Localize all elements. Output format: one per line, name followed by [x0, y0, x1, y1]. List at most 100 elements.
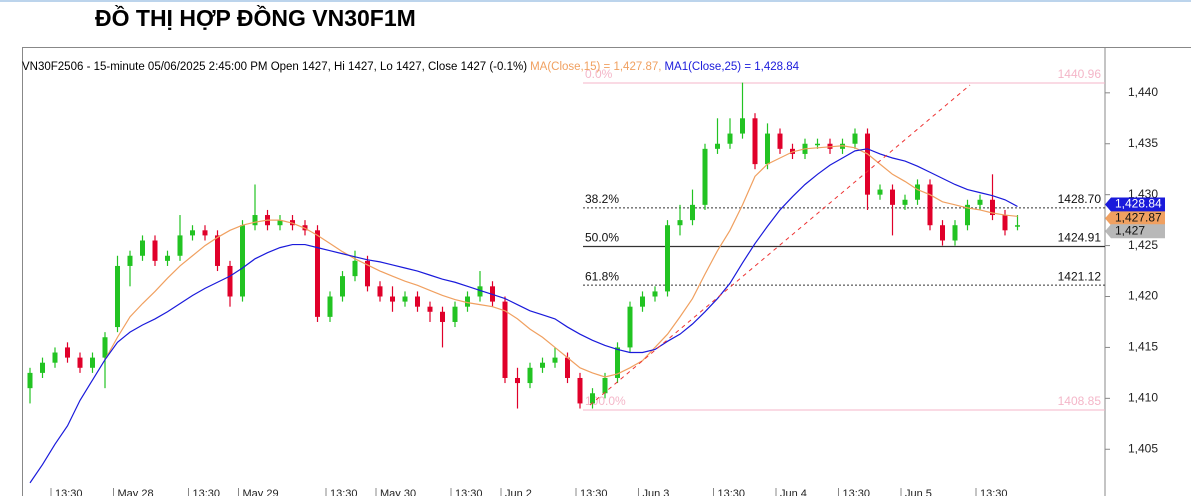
y-tick-label: 1,415 [1128, 340, 1158, 354]
y-tick-label: 1,430 [1128, 187, 1158, 201]
candle-body [415, 296, 420, 307]
header-part: MA1(Close,25) = 1,428.84 [664, 61, 799, 73]
y-tick-label: 1,440 [1128, 85, 1158, 99]
candle-body [765, 133, 770, 165]
candle-body [527, 367, 533, 384]
fib-value: 1428.70 [1058, 192, 1102, 206]
candle-body [315, 230, 320, 317]
candle-body [52, 352, 58, 363]
candle-body [402, 296, 408, 302]
candle-body [590, 393, 595, 404]
y-tick-label: 1,425 [1128, 238, 1158, 252]
candle-body [740, 118, 745, 134]
candle-body [652, 291, 658, 297]
x-tick-label: May 30 [380, 488, 416, 496]
price-badge-label: 1,427 [1115, 223, 1145, 237]
fib-label: 50.0% [585, 231, 619, 245]
fib-value: 1421.12 [1058, 269, 1102, 283]
price-badge [1105, 224, 1165, 239]
candle-body [727, 133, 733, 144]
candle-body [1015, 225, 1020, 227]
candle-body [777, 133, 783, 149]
candle-body [240, 225, 245, 297]
x-tick-label: 13:30 [718, 488, 746, 496]
candle-body [227, 265, 233, 297]
chart-title: ĐỒ THỊ HỢP ĐỒNG VN30F1M [95, 4, 416, 31]
x-tick-label: 13:30 [455, 488, 483, 496]
candle-body [102, 337, 108, 358]
candle-body [1002, 215, 1008, 231]
ma-line [29, 148, 1018, 484]
fib-value: 1408.85 [1058, 394, 1102, 408]
candle-body [702, 148, 708, 205]
x-tick-label: 13:30 [580, 488, 608, 496]
candle-body [602, 377, 608, 394]
top-border [0, 0, 1191, 2]
candle-body [352, 260, 358, 277]
candle-body [390, 296, 395, 302]
candle-body [877, 189, 883, 195]
y-tick-label: 1,435 [1128, 136, 1158, 150]
price-badge-label: 1,427.87 [1115, 211, 1162, 225]
header-part: MA(Close,15) = 1,427.87, [530, 61, 661, 73]
fib-label: 100.0% [585, 394, 626, 408]
candle-body [540, 362, 545, 368]
candle-body [502, 301, 508, 378]
candle-body [327, 296, 333, 317]
candle-body [165, 255, 170, 261]
x-tick-label: May 28 [118, 488, 154, 496]
header-part: VN30F2506 - 15-minute 05/06/2025 2:45:00… [22, 61, 527, 73]
candle-body [377, 286, 383, 297]
candle-body [977, 199, 983, 205]
fib-label: 38.2% [585, 192, 619, 206]
y-tick-label: 1,410 [1128, 391, 1158, 405]
candle-body [140, 240, 145, 256]
plot: 0.0% 1440.96 38.2% 1428.70 50.0% 1424.91 61.8%… [27, 67, 1105, 484]
candle-body [427, 306, 433, 312]
price-badge [1105, 197, 1165, 212]
candle-body [115, 265, 120, 328]
candle-body [615, 347, 620, 378]
candle-body [190, 230, 195, 236]
fib-label: 0.0% [585, 67, 613, 81]
candle-body [640, 296, 645, 307]
price-badge-label: 1,428.84 [1115, 197, 1162, 211]
candle-body [815, 143, 820, 146]
x-tick-label: 13:30 [330, 488, 358, 496]
candle-body [252, 215, 258, 226]
x-tick-label: 13:30 [980, 488, 1008, 496]
candle-body [890, 189, 895, 205]
candle-body [752, 118, 758, 165]
candle-body [465, 296, 470, 307]
fib-value: 1440.96 [1058, 67, 1102, 81]
candle-body [990, 199, 995, 216]
candle-body [965, 204, 970, 226]
y-tick-label: 1,405 [1128, 441, 1158, 455]
plot-frame [22, 47, 1191, 496]
trend-line [589, 84, 971, 406]
x-tick-label: Jun 3 [643, 488, 670, 496]
candle-body [340, 276, 345, 297]
candle-body [515, 377, 520, 384]
candle-body [552, 357, 558, 363]
candle-body [40, 362, 45, 373]
fib-label: 61.8% [585, 269, 619, 283]
candle-body [865, 133, 870, 195]
candle-body [90, 357, 95, 368]
candle-body [565, 357, 570, 378]
x-tick-label: 13:30 [55, 488, 83, 496]
x-tick-label: Jun 2 [505, 488, 532, 496]
candle-body [440, 311, 445, 322]
fib-value: 1424.91 [1058, 231, 1102, 245]
candle-body [927, 184, 933, 226]
candle-body [940, 225, 945, 241]
x-tick-label: Jun 5 [905, 488, 932, 496]
candle-body [152, 240, 158, 261]
x-tick-label: 13:30 [843, 488, 871, 496]
candle-body [127, 255, 133, 266]
candle-body [627, 306, 633, 348]
candle-body [177, 235, 183, 256]
candle-body [902, 199, 908, 205]
candle-body [915, 184, 920, 200]
